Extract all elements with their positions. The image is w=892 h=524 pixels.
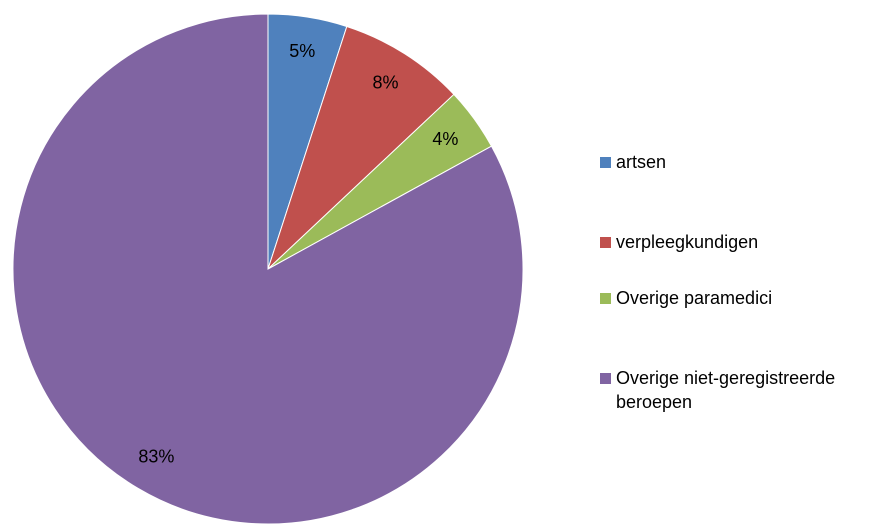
legend-swatch [600,293,611,304]
legend-label: artsen [616,152,667,172]
data-label: 83% [138,447,174,467]
legend-label: verpleegkundigen [616,232,759,252]
legend-swatch [600,237,611,248]
pie-slice [12,13,524,524]
pie-slice [267,25,455,270]
legend-label: Overige paramedici [616,288,773,308]
legend-label: Overige niet-geregistreerde beroepen [616,368,836,412]
data-label: 8% [372,73,398,93]
legend-swatch [600,373,611,384]
legend-swatch [600,157,611,168]
legend-item: Overige niet-geregistreerde beroepen [600,366,851,414]
data-label: 5% [289,41,315,61]
data-label: 4% [432,129,458,149]
legend-item: artsen [600,150,851,174]
legend-item: Overige paramedici [600,286,851,310]
legend-item: verpleegkundigen [600,230,851,254]
